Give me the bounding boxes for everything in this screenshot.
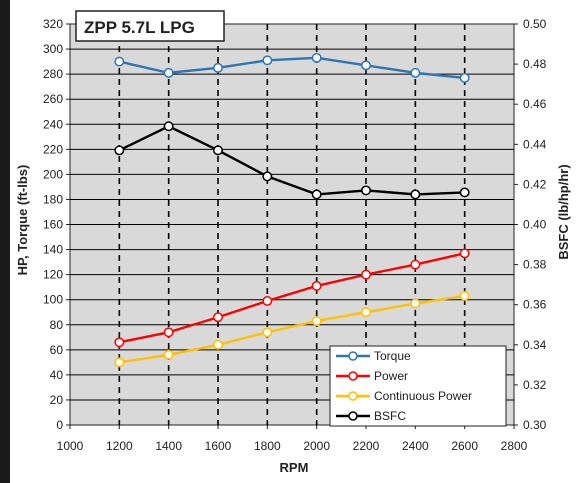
y-tick-label: 160 [43,218,63,232]
y-tick-label: 300 [43,42,63,56]
x-tick-label: 1400 [155,439,182,453]
data-point [213,62,223,73]
data-point [262,55,273,66]
data-point [459,72,470,83]
y2-tick-label: 0.38 [523,258,547,272]
y-tick-label: 60 [50,343,64,357]
y2-axis-title: BSFC (lb/hp/hr) [556,164,571,259]
data-point [361,185,371,196]
y-tick-label: 0 [56,418,63,432]
y2-tick-label: 0.32 [523,378,547,392]
left-frame-border [0,0,10,483]
x-tick-label: 1000 [57,439,84,453]
data-point [459,187,470,198]
y-tick-label: 260 [43,92,63,106]
x-tick-label: 2800 [501,439,528,453]
data-point [410,67,421,78]
y-tick-label: 180 [43,192,63,206]
legend-swatch-marker [348,371,358,381]
y2-tick-label: 0.40 [523,218,547,232]
data-point [114,357,125,368]
series-line [119,294,465,364]
grid-lines [70,24,514,425]
y2-tick-label: 0.44 [523,137,547,151]
data-point [114,145,125,156]
data-point [262,327,273,338]
data-point [361,269,371,280]
y-axis-title: HP, Torque (ft-lbs) [15,165,30,276]
y-tick-label: 320 [43,17,63,31]
y-tick-label: 100 [43,293,63,307]
legend-swatch-marker [348,411,358,421]
series-line [119,56,465,80]
data-point [361,307,371,318]
legend-swatch-marker [348,351,358,361]
y-tick-label: 20 [50,393,64,407]
data-point [262,171,273,182]
data-point [262,295,273,306]
y-tick-label: 40 [50,368,64,382]
legend-box [329,345,507,427]
data-point [311,316,322,326]
data-point [163,349,174,360]
y2-tick-label: 0.48 [523,57,547,71]
x-tick-label: 1200 [106,439,133,453]
y-tick-label: 140 [43,243,63,257]
data-point [410,298,421,309]
data-point [459,248,470,259]
y2-tick-label: 0.36 [523,298,547,312]
y-tick-label: 200 [43,167,63,181]
y2-tick-label: 0.46 [523,97,547,111]
x-axis-title: RPM [280,460,309,475]
x-tick-label: 1600 [205,439,232,453]
legend-swatch-marker [348,391,358,401]
chart-title-box: ZPP 5.7L LPG [75,10,225,42]
y2-tick-label: 0.42 [523,177,547,191]
chart-title: ZPP 5.7L LPG [84,18,195,37]
x-tick-label: 2400 [402,439,429,453]
x-tick-label: 1800 [254,439,281,453]
data-point [163,327,174,338]
series-lines [114,52,470,368]
data-point [311,280,322,291]
legend: Torque Power Continuous Power BSFC [329,345,507,427]
legend-label: BSFC [374,409,406,423]
y2-tick-label: 0.34 [523,338,547,352]
y-tick-label: 280 [43,67,63,81]
data-point [311,189,322,200]
data-point [114,337,125,348]
series-line [119,252,465,344]
legend-label: Power [374,369,408,383]
legend-label: Torque [374,349,411,363]
data-point [213,312,223,323]
y-tick-label: 240 [43,117,63,131]
data-point [459,290,470,301]
data-point [163,67,174,78]
data-point [361,60,371,71]
legend-label: Continuous Power [374,389,472,403]
y-tick-label: 80 [50,318,64,332]
data-point [410,189,421,200]
y-tick-label: 120 [43,268,63,282]
y2-tick-label: 0.50 [523,17,547,31]
x-tick-label: 2200 [353,439,380,453]
series-line [118,125,465,196]
data-point [311,52,322,63]
data-point [163,121,174,132]
data-point [114,56,125,67]
x-tick-label: 2000 [303,439,330,453]
y-tick-label: 220 [43,142,63,156]
data-point [410,259,421,270]
x-tick-label: 2600 [451,439,478,453]
data-point [213,339,223,350]
axes: 0 20 40 60 80 100 120 140 160 180 200 220 240 260 280 3… [43,17,547,453]
data-point [213,145,223,156]
y2-tick-label: 0.30 [523,418,547,432]
